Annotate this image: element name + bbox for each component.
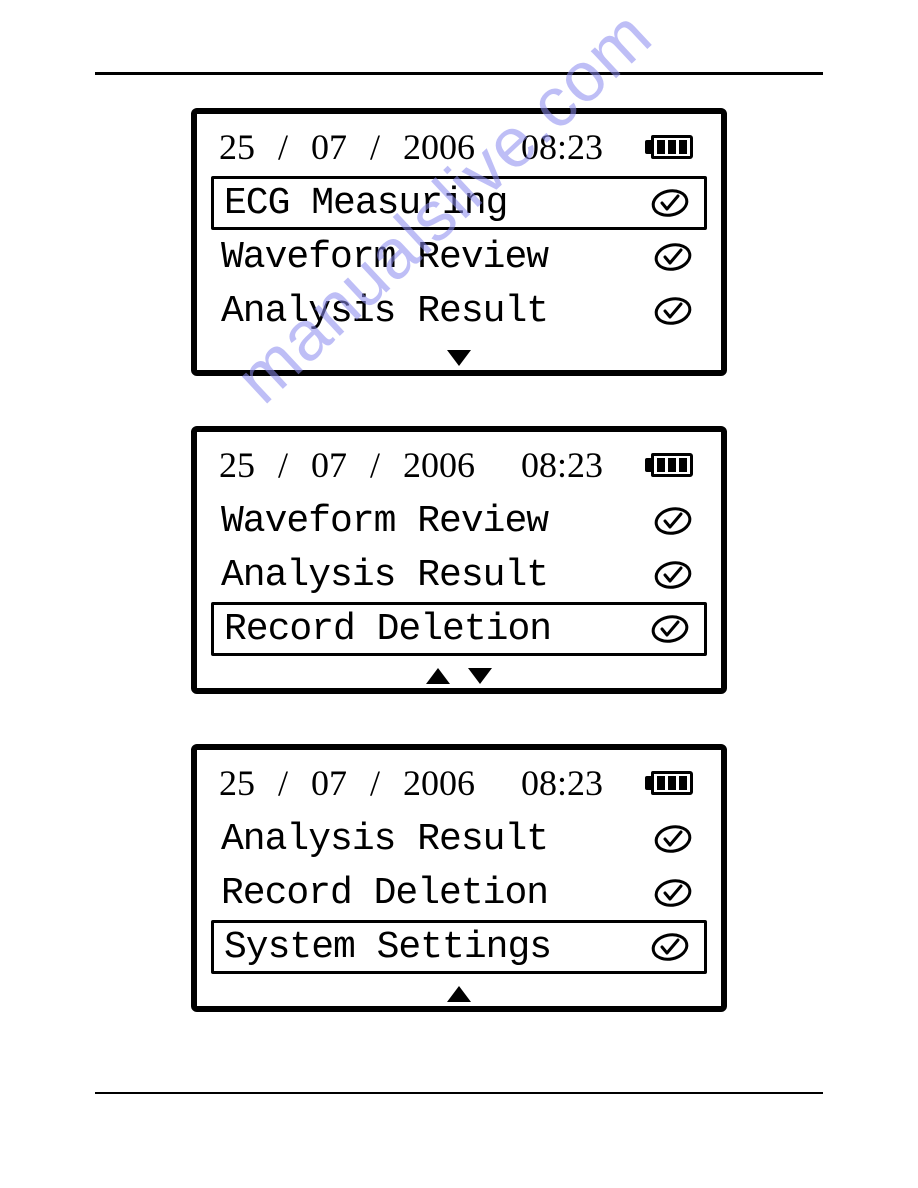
menu-item-ecg-measuring[interactable]: ECG Measuring <box>211 176 707 230</box>
menu-list: Analysis Result Record Deletion System S… <box>211 812 707 974</box>
menu-item-system-settings[interactable]: System Settings <box>211 920 707 974</box>
check-icon <box>650 932 690 962</box>
menu-item-label: Analysis Result <box>221 818 548 861</box>
menu-item-record-deletion[interactable]: Record Deletion <box>211 602 707 656</box>
device-screen-1: 25 / 07 / 2006 08:23 ECG Measuring Wavef… <box>191 108 727 376</box>
check-icon <box>650 614 690 644</box>
check-icon <box>653 506 693 536</box>
menu-item-waveform-review[interactable]: Waveform Review <box>211 230 707 284</box>
menu-list: ECG Measuring Waveform Review Analysis R… <box>211 176 707 338</box>
time-text: 08:23 <box>521 445 603 485</box>
menu-item-label: ECG Measuring <box>224 182 507 225</box>
arrow-down-icon <box>468 668 492 684</box>
menu-item-label: Waveform Review <box>221 500 548 543</box>
battery-icon <box>651 135 699 159</box>
arrow-up-icon <box>447 986 471 1002</box>
menu-item-label: Waveform Review <box>221 236 548 279</box>
date-text: 25 / 07 / 2006 <box>219 127 475 167</box>
scroll-arrows <box>197 986 721 1002</box>
header-row: 25 / 07 / 2006 08:23 <box>211 442 707 492</box>
time-text: 08:23 <box>521 127 603 167</box>
header-row: 25 / 07 / 2006 08:23 <box>211 124 707 174</box>
screens-container: 25 / 07 / 2006 08:23 ECG Measuring Wavef… <box>0 108 918 1012</box>
scroll-arrows <box>197 350 721 366</box>
menu-item-analysis-result[interactable]: Analysis Result <box>211 284 707 338</box>
date-text: 25 / 07 / 2006 <box>219 763 475 803</box>
check-icon <box>653 242 693 272</box>
battery-icon <box>651 771 699 795</box>
menu-item-label: Record Deletion <box>224 608 551 651</box>
menu-item-label: Analysis Result <box>221 554 548 597</box>
scroll-arrows <box>197 668 721 684</box>
date-text: 25 / 07 / 2006 <box>219 445 475 485</box>
menu-item-analysis-result[interactable]: Analysis Result <box>211 548 707 602</box>
check-icon <box>650 188 690 218</box>
battery-icon <box>651 453 699 477</box>
header-row: 25 / 07 / 2006 08:23 <box>211 760 707 810</box>
arrow-up-icon <box>426 668 450 684</box>
menu-item-label: System Settings <box>224 926 551 969</box>
check-icon <box>653 878 693 908</box>
page-bottom-rule <box>95 1092 823 1094</box>
menu-list: Waveform Review Analysis Result Record D… <box>211 494 707 656</box>
menu-item-record-deletion[interactable]: Record Deletion <box>211 866 707 920</box>
check-icon <box>653 296 693 326</box>
device-screen-2: 25 / 07 / 2006 08:23 Waveform Review Ana… <box>191 426 727 694</box>
arrow-down-icon <box>447 350 471 366</box>
time-text: 08:23 <box>521 763 603 803</box>
datetime: 25 / 07 / 2006 08:23 <box>219 126 603 168</box>
menu-item-label: Analysis Result <box>221 290 548 333</box>
check-icon <box>653 560 693 590</box>
check-icon <box>653 824 693 854</box>
device-screen-3: 25 / 07 / 2006 08:23 Analysis Result Rec… <box>191 744 727 1012</box>
menu-item-label: Record Deletion <box>221 872 548 915</box>
datetime: 25 / 07 / 2006 08:23 <box>219 762 603 804</box>
menu-item-waveform-review[interactable]: Waveform Review <box>211 494 707 548</box>
menu-item-analysis-result[interactable]: Analysis Result <box>211 812 707 866</box>
page-top-rule <box>95 72 823 75</box>
datetime: 25 / 07 / 2006 08:23 <box>219 444 603 486</box>
